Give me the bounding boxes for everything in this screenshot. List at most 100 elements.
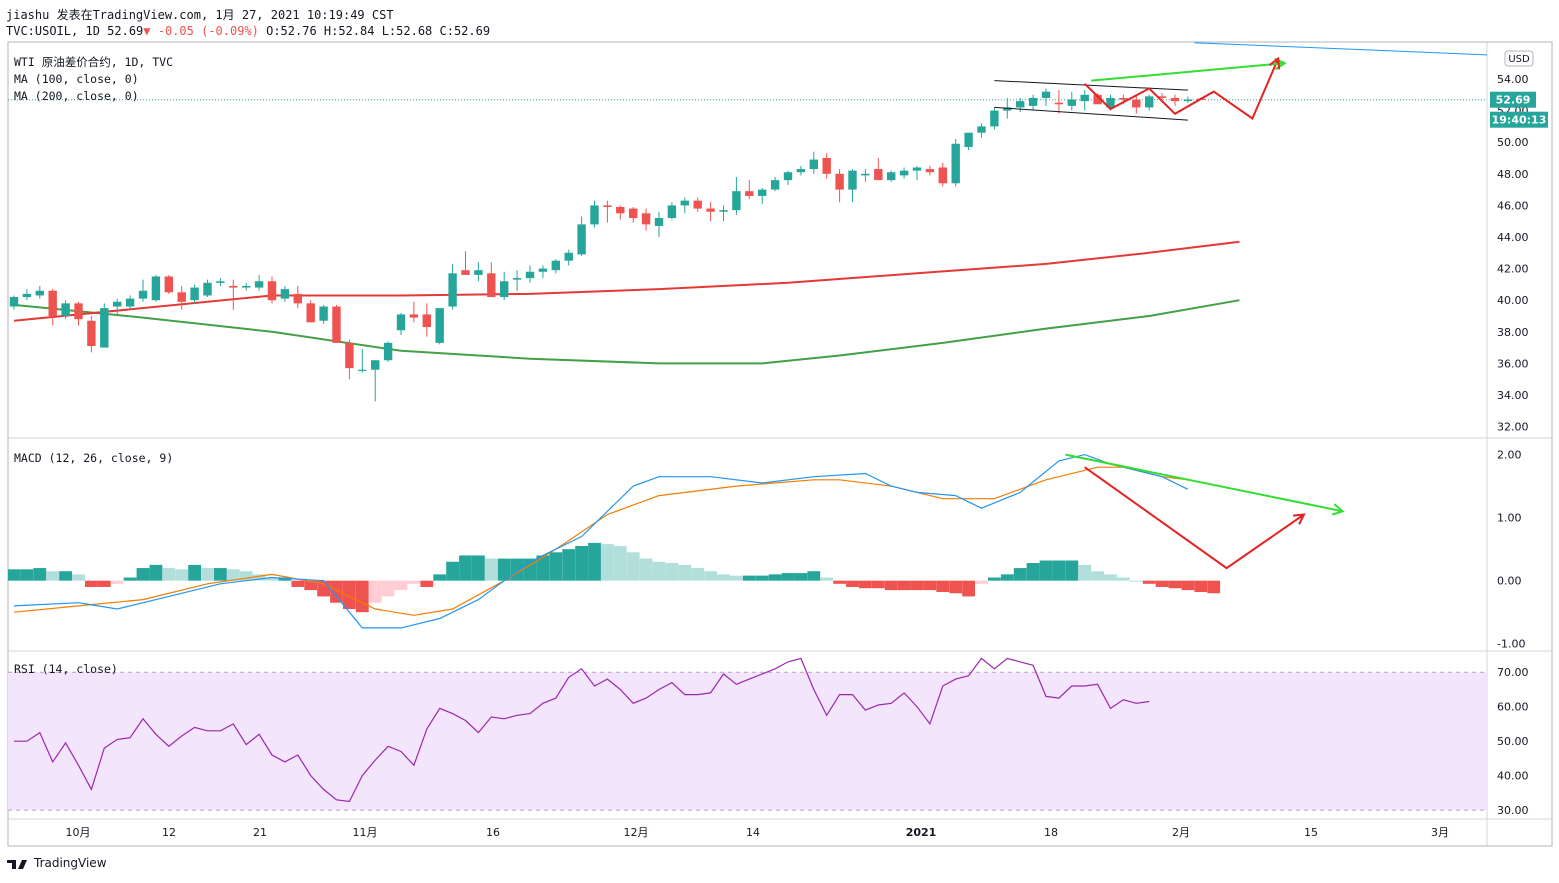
candle-body: [125, 298, 135, 307]
ma100-legend[interactable]: MA (100, close, 0): [14, 72, 139, 86]
footer-brand[interactable]: TradingView: [6, 856, 107, 870]
price-tick-label: 38.00: [1497, 326, 1529, 339]
macd-histogram-bar: [162, 568, 176, 581]
macd-histogram-bar: [588, 542, 601, 581]
macd-histogram-bar: [936, 580, 950, 593]
macd-legend[interactable]: MACD (12, 26, close, 9): [14, 451, 174, 465]
symbol-label[interactable]: TVC:USOIL, 1D 52.69: [6, 24, 144, 38]
macd-histogram-bar: [1039, 560, 1053, 581]
macd-histogram-bar: [562, 549, 576, 581]
currency-badge: [1504, 50, 1534, 67]
candle-body: [925, 169, 935, 173]
macd-histogram-bar: [355, 580, 369, 613]
candle-body: [319, 306, 328, 321]
macd-histogram-bar: [136, 568, 150, 581]
candle-body: [990, 110, 999, 127]
candle-body: [487, 273, 496, 298]
price-tick-label: 50.00: [1497, 136, 1529, 149]
time-tick-label: 11月: [353, 826, 378, 839]
time-tick-label: 12: [162, 826, 176, 839]
chart-frame: [7, 41, 1553, 847]
projection-zigzag: [1083, 58, 1280, 121]
price-tick-label: 54.00: [1497, 73, 1529, 86]
macd-histogram-bar: [536, 555, 550, 581]
macd-histogram-bar: [226, 569, 240, 581]
candle-body: [267, 281, 277, 301]
countdown-text: 19:40:13: [1492, 114, 1547, 127]
candle-body: [577, 224, 586, 255]
macd-histogram-bar: [343, 580, 356, 610]
candle-body: [887, 172, 896, 181]
candle-body: [345, 342, 354, 369]
candle-body: [745, 191, 754, 196]
candle-body: [525, 271, 535, 279]
macd-histogram-bar: [601, 544, 614, 581]
macd-histogram-bar: [1091, 571, 1104, 581]
macd-histogram-bar: [59, 571, 72, 581]
macd-histogram-bar: [1168, 580, 1182, 589]
time-tick-label: 18: [1044, 826, 1058, 839]
macd-histogram-bar: [884, 580, 898, 591]
macd-histogram-bar: [652, 561, 666, 581]
price-tick-label: 32.00: [1497, 421, 1529, 434]
candle-body: [1080, 94, 1089, 102]
rsi-legend[interactable]: RSI (14, close): [14, 662, 118, 676]
candle-body: [616, 206, 625, 214]
macd-histogram-bar: [1207, 580, 1221, 594]
macd-signal-line: [13, 466, 1188, 616]
candle-body: [1183, 99, 1193, 102]
candle-body: [706, 208, 715, 212]
macd-histogram-bar: [730, 575, 743, 581]
ma200-line: [13, 299, 1240, 365]
macd-histogram-bar: [1013, 568, 1027, 581]
ohlc-label: O:52.76 H:52.84 L:52.68 C:52.69: [258, 24, 491, 38]
macd-histogram-bar: [626, 552, 640, 581]
ma200-legend[interactable]: MA (200, close, 0): [14, 89, 139, 103]
macd-histogram-bar: [85, 580, 98, 587]
candle-body: [48, 290, 57, 316]
candle-body: [835, 173, 844, 190]
macd-histogram-bar: [833, 580, 846, 584]
candle-body: [564, 252, 573, 261]
macd-histogram-bar: [72, 574, 85, 581]
channel-lower-line: [994, 106, 1188, 121]
last-price-badge: [1490, 91, 1536, 108]
candle-body: [861, 173, 870, 176]
time-tick-label: 2021: [906, 826, 937, 839]
macd-histogram-bar: [1065, 560, 1079, 581]
candle-body: [938, 167, 947, 184]
candle-body: [680, 200, 689, 206]
price-tick-label: 36.00: [1497, 357, 1529, 370]
candle-body: [1028, 97, 1038, 106]
tradingview-logo-icon: [7, 860, 27, 869]
macd-histogram-bar: [20, 569, 34, 581]
time-tick-label: 2月: [1172, 826, 1190, 839]
candle-body: [1054, 102, 1064, 105]
macd-histogram-bar: [1104, 574, 1117, 581]
candle-body: [1157, 96, 1167, 98]
main-series-legend[interactable]: WTI 原油差价合约, 1D, TVC: [14, 55, 174, 69]
macd-tick-label: 1.00: [1497, 512, 1522, 525]
symbol-quote-line: TVC:USOIL, 1D 52.69▼ -0.05 (-0.09%) O:52…: [6, 24, 490, 38]
macd-histogram-bar: [678, 564, 692, 581]
macd-histogram-bar: [1078, 564, 1092, 581]
macd-green-arrowhead: [1331, 503, 1345, 516]
macd-histogram-bar: [575, 546, 588, 581]
macd-tick-label: 2.00: [1497, 449, 1522, 462]
candle-body: [899, 170, 909, 176]
macd-histogram-bar: [807, 571, 821, 581]
macd-histogram-bar: [742, 575, 756, 581]
macd-histogram-bar: [1000, 574, 1014, 581]
candle-body: [474, 270, 483, 275]
macd-red-path: [1084, 466, 1305, 570]
candle-body: [1003, 107, 1012, 111]
candle-body: [87, 320, 96, 347]
macd-histogram-bar: [46, 571, 60, 581]
candle-body: [629, 208, 638, 219]
macd-histogram-bar: [1142, 580, 1156, 584]
macd-histogram-bar: [304, 580, 318, 591]
rsi-tick-label: 40.00: [1497, 770, 1529, 783]
macd-histogram-bar: [420, 580, 434, 587]
candle-body: [383, 342, 393, 361]
candle-body: [396, 314, 406, 331]
